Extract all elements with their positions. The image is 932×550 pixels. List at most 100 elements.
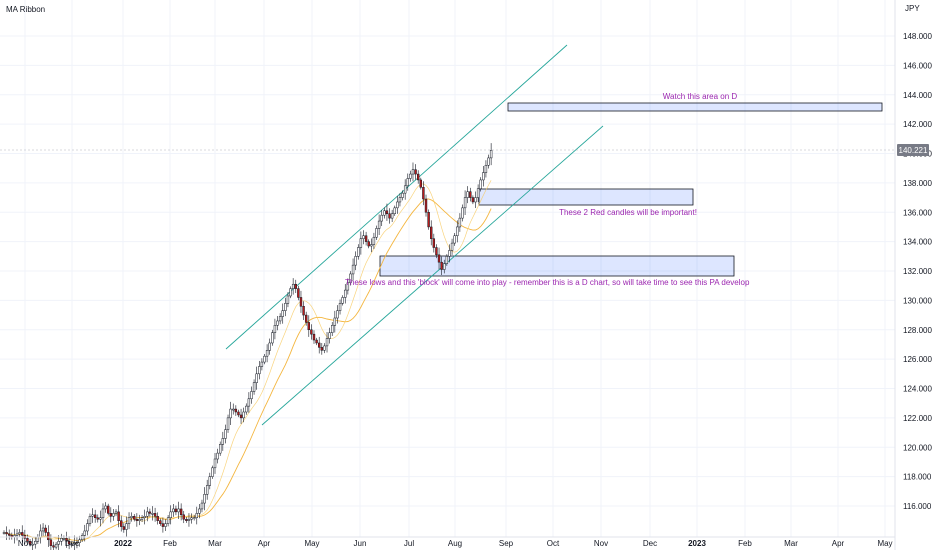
candle (284, 297, 287, 317)
candle (380, 210, 383, 227)
time-tick-label: Oct (547, 539, 560, 548)
candle (469, 187, 472, 202)
candle (28, 539, 32, 547)
candle-body-up (338, 303, 342, 311)
time-tick-label: Dec (65, 539, 79, 548)
candle (34, 536, 37, 549)
candle-body-up (344, 289, 347, 298)
candle (15, 528, 19, 541)
candle (133, 514, 136, 522)
candle-body-down (52, 545, 55, 548)
candle-body-down (312, 333, 316, 341)
candle (312, 330, 316, 344)
price-tick-label: 124.000 (903, 385, 932, 394)
candle-body-up (221, 438, 225, 445)
candle-body-down (302, 306, 305, 316)
candle (252, 379, 256, 395)
candle (208, 472, 211, 490)
candle (143, 509, 146, 525)
candle (424, 194, 428, 217)
candle-body-up (39, 530, 42, 538)
indicator-label[interactable]: MA Ribbon (6, 5, 45, 14)
candle-body-down (174, 508, 178, 513)
candle-body-up (190, 517, 193, 520)
candle (437, 247, 441, 270)
candle-body-down (182, 514, 185, 520)
candle-body-up (331, 325, 334, 333)
candle (370, 238, 373, 253)
candle (367, 239, 370, 249)
candle-body-up (396, 201, 399, 209)
candle-body-down (5, 532, 8, 535)
candle (5, 526, 8, 540)
candle-body-up (372, 236, 376, 245)
annotation-red-candles[interactable]: These 2 Red candles will be important! (559, 208, 697, 217)
annotation-watch-area[interactable]: Watch this area on D (663, 92, 738, 101)
candle-body-up (255, 373, 258, 383)
candle (70, 540, 73, 548)
candle (411, 162, 415, 182)
candle (83, 524, 86, 542)
candle-body-up (138, 518, 141, 521)
candle (357, 244, 360, 260)
price-tick-label: 136.000 (903, 208, 932, 217)
candle-body-up (450, 242, 454, 251)
candle (122, 523, 126, 533)
candle-body-up (265, 350, 269, 357)
candle (294, 279, 297, 294)
candle-body-down (133, 516, 136, 520)
last-price-badge (897, 144, 929, 156)
candle (291, 278, 295, 295)
price-tick-label: 148.000 (903, 32, 932, 41)
candle-body-down (109, 513, 113, 517)
candle (219, 441, 222, 456)
candle-body-down (28, 541, 32, 545)
candles (2, 143, 493, 550)
candle-body-up (487, 157, 490, 166)
candle (159, 518, 162, 526)
candle (151, 506, 154, 521)
candle (8, 529, 11, 540)
candle-body-down (117, 511, 120, 521)
price-tick-label: 138.000 (903, 179, 932, 188)
candle (323, 343, 326, 354)
candle (398, 193, 402, 207)
candle (138, 514, 141, 526)
candle (430, 220, 433, 246)
candle-body-up (75, 542, 79, 544)
candle (91, 508, 94, 523)
candle (450, 238, 454, 255)
candle-body-down (237, 411, 240, 416)
channel-upper-line (225, 44, 568, 350)
candle (364, 231, 368, 246)
candle-body-up (200, 502, 204, 510)
candle-body-down (469, 191, 472, 198)
candle (216, 448, 219, 464)
candle (299, 290, 303, 313)
candle-body-up (482, 172, 485, 181)
candle-body-down (315, 339, 318, 344)
price-axis[interactable]: 116.000 118.000 120.000 122.000 124.000 126.0… (903, 32, 932, 511)
candle (140, 514, 144, 522)
annotation-lows-block[interactable]: These lows and this 'block' will come in… (345, 278, 750, 287)
candle (435, 244, 438, 259)
candle (482, 165, 485, 187)
candle-body-down (44, 527, 47, 533)
candle (445, 254, 449, 266)
candle-body-down (122, 526, 126, 530)
currency-label: JPY (905, 4, 920, 13)
ma-line-fast (3, 180, 492, 544)
candle (351, 258, 355, 281)
candle (328, 327, 331, 344)
candle-body-up (57, 541, 60, 545)
candle (148, 508, 152, 517)
candle (255, 366, 258, 390)
candle-body-up (216, 452, 219, 460)
candle-body-up (458, 217, 462, 228)
candle (239, 408, 243, 424)
time-tick-label: Apr (258, 539, 271, 548)
time-axis[interactable]: Nov Dec 2022 Feb Mar Apr May Jun Jul Aug Sep Oct Nov… (18, 539, 893, 548)
candle (315, 337, 318, 346)
